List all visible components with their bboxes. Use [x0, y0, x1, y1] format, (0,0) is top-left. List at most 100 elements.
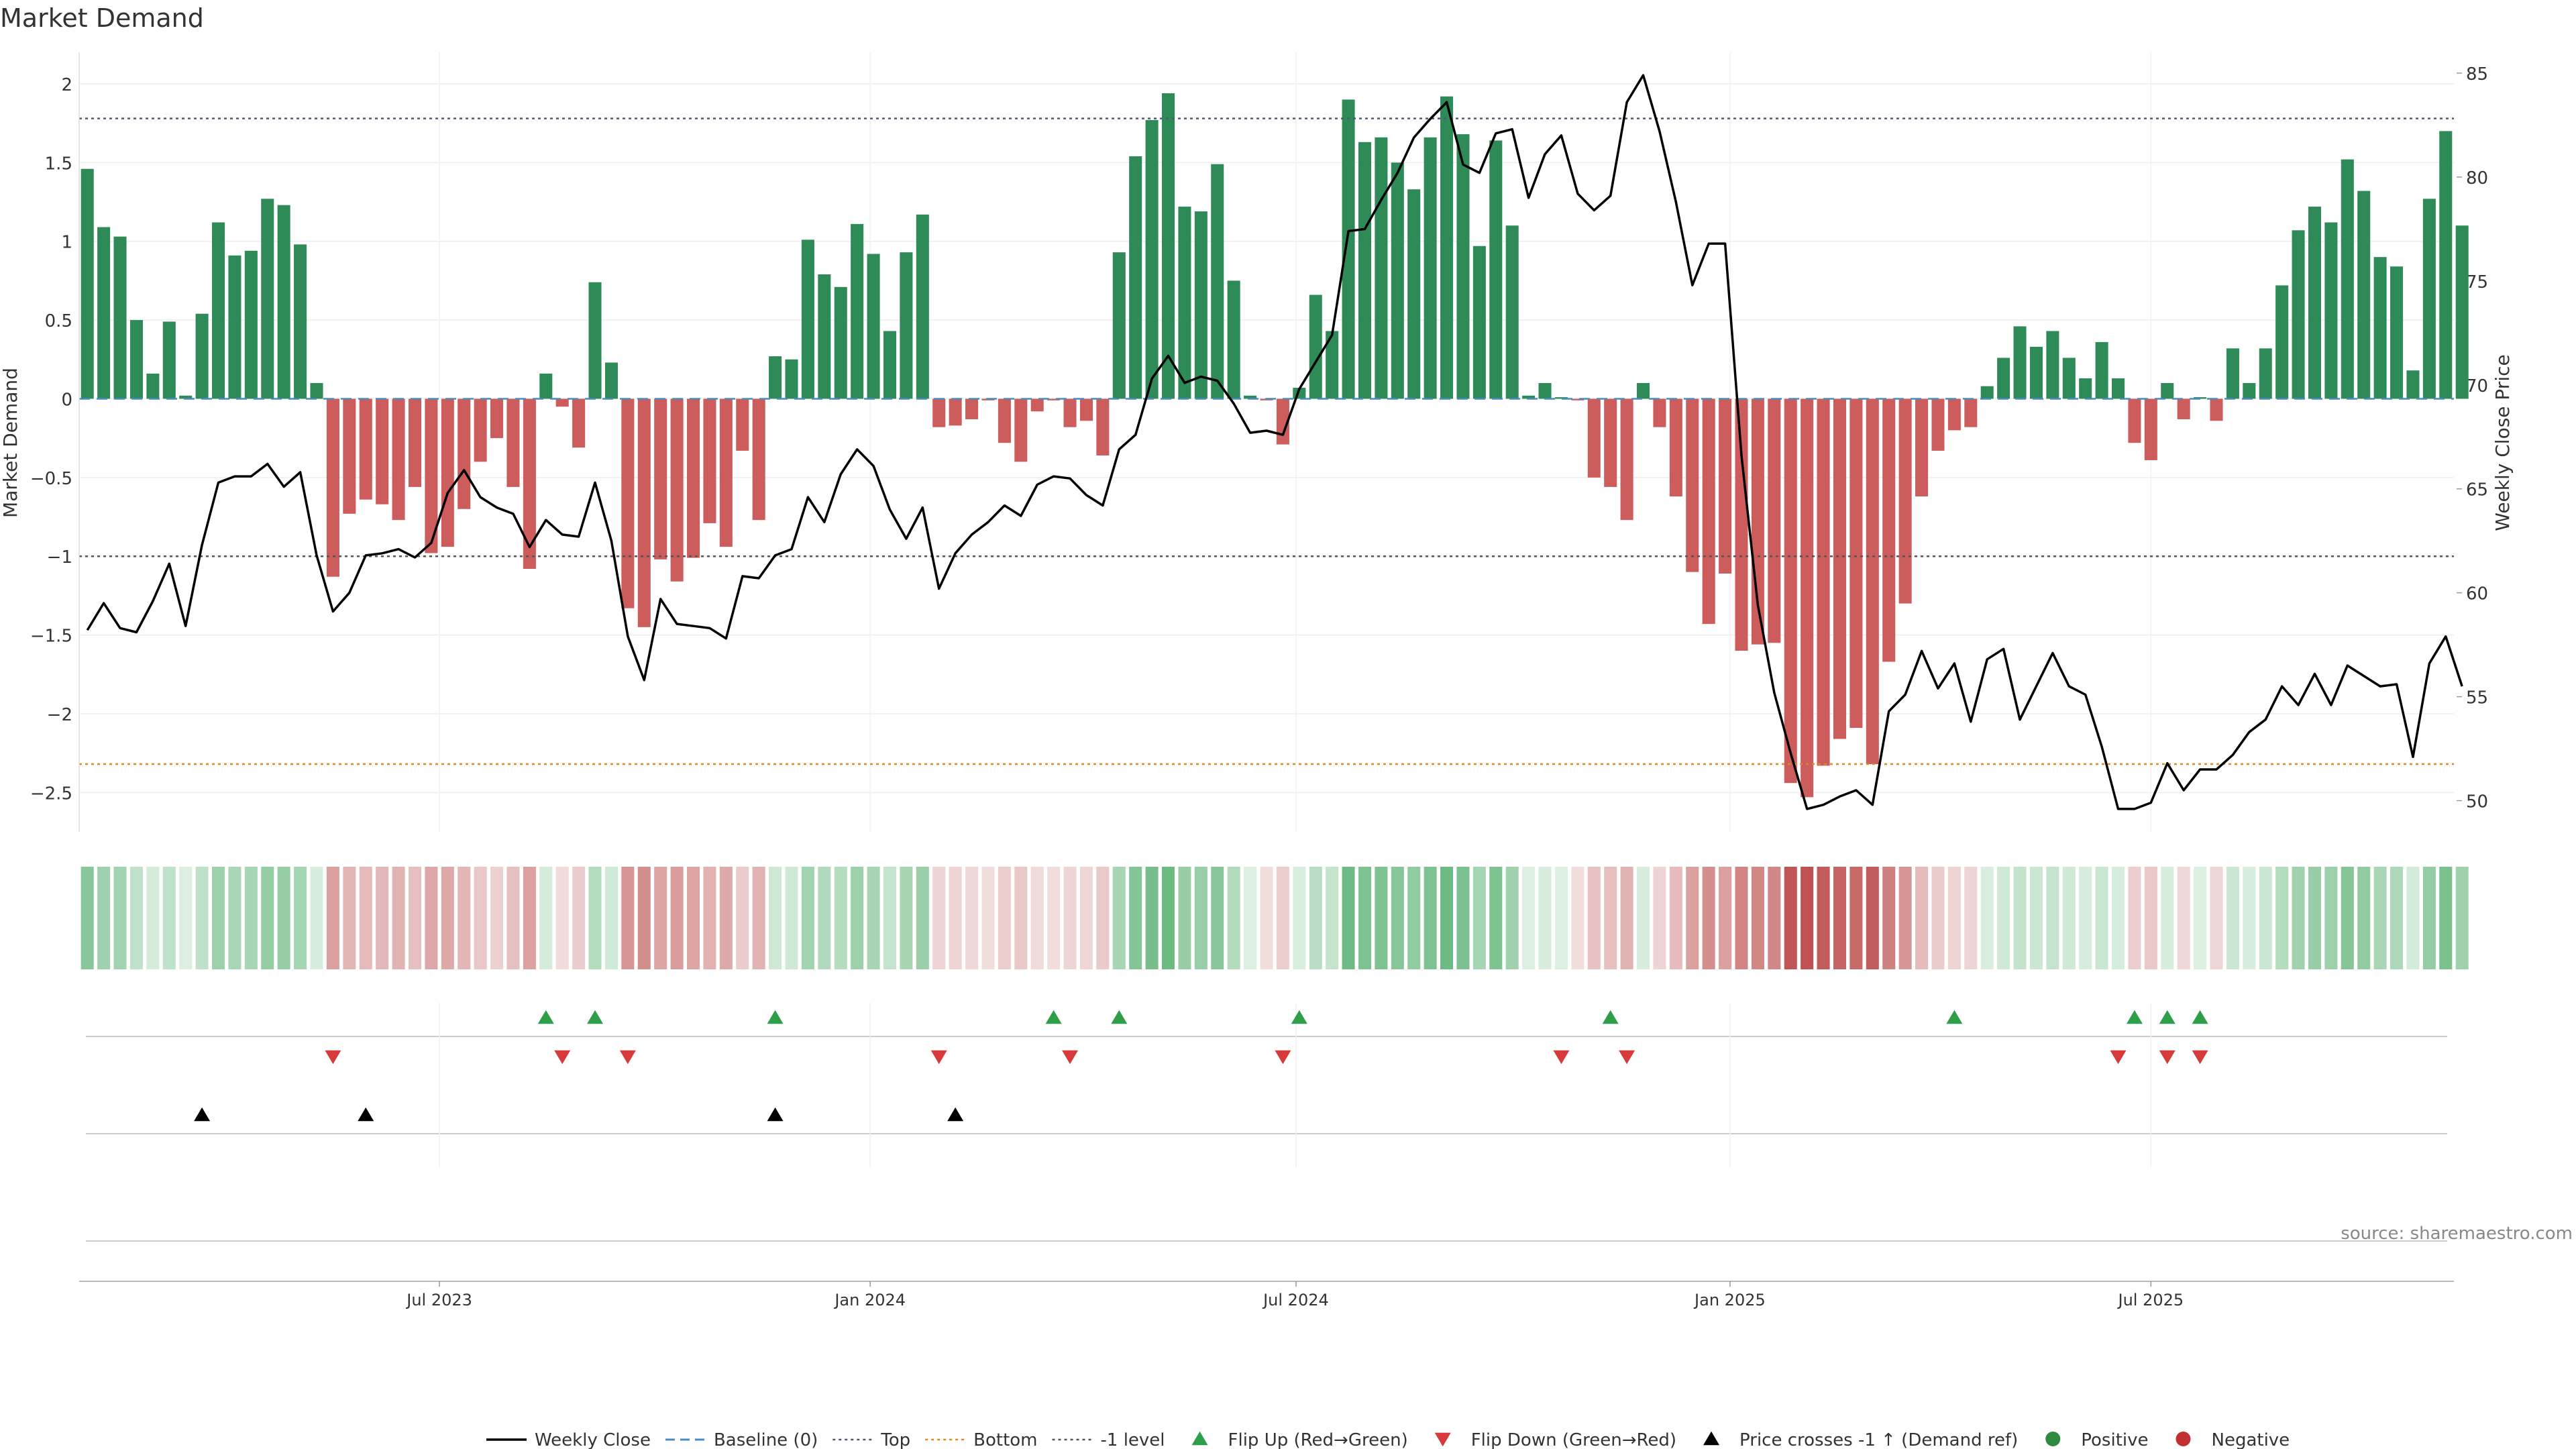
legend-label: Negative [2212, 1430, 2290, 1449]
demand-bar [2177, 398, 2190, 419]
heat-cell [2341, 867, 2354, 969]
y-tick-label: −1 [47, 547, 72, 568]
heat-cell [851, 867, 864, 969]
demand-bar [129, 320, 143, 399]
x-tick-label: Jul 2025 [2117, 1291, 2184, 1309]
demand-bar [2079, 378, 2092, 399]
price-cross-marker [767, 1107, 784, 1122]
chart-title: Market Demand [0, 3, 204, 33]
heat-cell [621, 867, 635, 969]
heat-cell [818, 867, 831, 969]
demand-bar [2406, 370, 2420, 399]
x-tick-label: Jan 2024 [833, 1291, 906, 1309]
flip-down-marker [2110, 1050, 2127, 1065]
heat-cell [2390, 867, 2404, 969]
flip-down-marker [1275, 1050, 1291, 1065]
heat-cell [2046, 867, 2059, 969]
heat-cell [1358, 867, 1372, 969]
demand-bar [1964, 398, 1978, 427]
heat-cell [2243, 867, 2256, 969]
heat-cell [490, 867, 504, 969]
demand-bar [261, 199, 274, 399]
heat-cell [2308, 867, 2322, 969]
demand-bar [1833, 398, 1847, 739]
heat-cell [1342, 867, 1355, 969]
legend-item: Weekly Close [486, 1430, 651, 1449]
heat-cell [162, 867, 176, 969]
legend-swatch [1434, 1432, 1451, 1447]
demand-bar [458, 398, 471, 509]
demand-bar [97, 227, 111, 399]
demand-bar [2161, 382, 2174, 399]
demand-bar [2243, 382, 2256, 399]
heat-cell [1227, 867, 1240, 969]
demand-bar [1980, 386, 1994, 399]
demand-bar [2455, 225, 2469, 399]
heat-cell [1194, 867, 1208, 969]
heat-cell [195, 867, 209, 969]
demand-bar [1227, 280, 1240, 399]
heat-cell [441, 867, 454, 969]
heat-cell [801, 867, 814, 969]
heat-cell [1047, 867, 1061, 969]
heat-cell [932, 867, 946, 969]
demand-bar [851, 223, 864, 399]
demand-bar [294, 244, 307, 399]
demand-bar [2422, 199, 2436, 399]
demand-bar [1063, 398, 1077, 427]
heat-cell [1702, 867, 1715, 969]
demand-bar [2357, 191, 2371, 399]
heat-cell [2062, 867, 2076, 969]
legend-item: Positive [2045, 1430, 2149, 1449]
heat-cell [1293, 867, 1306, 969]
heat-cell [506, 867, 520, 969]
demand-bar [211, 222, 225, 399]
demand-bar [2390, 266, 2404, 399]
heat-cell [1456, 867, 1470, 969]
heat-cell [1751, 867, 1764, 969]
demand-bar [1375, 137, 1388, 399]
heat-cell [2194, 867, 2207, 969]
demand-bar [604, 362, 618, 399]
heat-cell [1440, 867, 1454, 969]
heat-cell [2292, 867, 2305, 969]
heat-cell [1391, 867, 1404, 969]
heat-cell [2128, 867, 2141, 969]
heat-cell [425, 867, 438, 969]
heat-cell [719, 867, 733, 969]
demand-bar [1882, 398, 1896, 662]
demand-bar [818, 274, 831, 399]
flip-up-marker [1602, 1010, 1619, 1024]
demand-bar [2013, 326, 2027, 399]
demand-bar [441, 398, 454, 547]
y-tick-label: 1 [61, 233, 72, 253]
legend-item: Flip Down (Green→Red) [1434, 1430, 1676, 1449]
demand-bar [637, 398, 651, 627]
heat-cell [2029, 867, 2043, 969]
flip-up-marker [1111, 1010, 1128, 1024]
demand-bar [277, 205, 290, 399]
x-tick-label: Jan 2025 [1693, 1291, 1766, 1309]
demand-bar [2259, 348, 2272, 399]
heat-cell [670, 867, 684, 969]
heat-cell [2210, 867, 2223, 969]
y-tick-label: 2 [61, 75, 72, 95]
demand-bar [1801, 398, 1814, 798]
demand-bar [1079, 398, 1093, 421]
legend-label: Flip Up (Red→Green) [1228, 1430, 1408, 1449]
heat-cell [1260, 867, 1273, 969]
heat-cell [1030, 867, 1044, 969]
heat-cell [2422, 867, 2436, 969]
demand-bar [1817, 398, 1830, 766]
heat-cell [343, 867, 356, 969]
demand-bar [2308, 207, 2322, 399]
demand-bar [2439, 131, 2453, 399]
heat-cell [408, 867, 422, 969]
heat-cell [1375, 867, 1388, 969]
heat-cell [113, 867, 127, 969]
heat-cell [458, 867, 471, 969]
heat-cell [1161, 867, 1175, 969]
legend-label: Price crosses -1 ↑ (Demand ref) [1739, 1430, 2018, 1449]
demand-bar [1145, 119, 1159, 399]
